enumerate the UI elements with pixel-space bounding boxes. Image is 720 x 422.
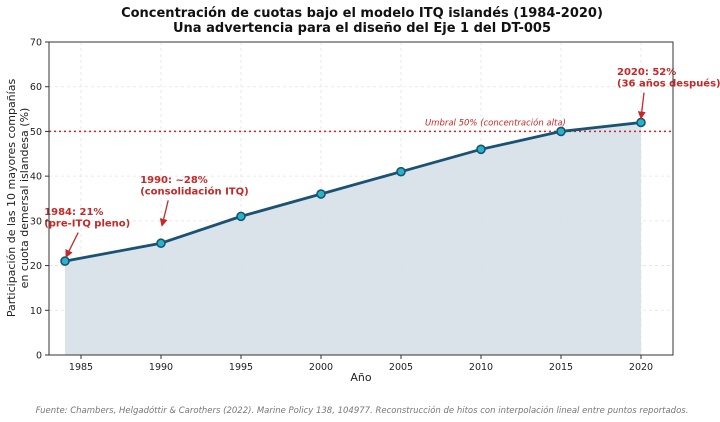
y-axis-label-line-1: Participación de las 10 mayores compañía…: [5, 79, 18, 318]
y-tick-label: 20: [30, 261, 42, 272]
y-tick-label: 30: [30, 216, 42, 227]
data-point: [236, 211, 246, 222]
annotation-text: 1984: 21%: [44, 207, 103, 218]
data-point: [636, 117, 646, 128]
x-axis-label: Año: [350, 371, 371, 384]
annotation-text: (consolidación ITQ): [140, 185, 249, 197]
y-tick-label: 40: [30, 172, 42, 183]
y-axis-label-line-2: en cuota demersal islandesa (%): [18, 108, 31, 289]
data-point: [60, 256, 70, 266]
y-tick-label: 0: [36, 351, 42, 362]
ticks-layer: 0 10 20 30 40 50 60 70 1985 1990 1995 2000 2005 2010 2…: [30, 38, 653, 374]
chart-subtitle: Una advertencia para el diseño del Eje 1…: [173, 21, 551, 36]
y-tick-label: 60: [30, 82, 42, 93]
data-point: [476, 144, 486, 155]
data-point: [316, 189, 326, 199]
y-tick-label: 70: [30, 38, 42, 49]
annotation-text: (pre-ITQ pleno): [44, 219, 130, 230]
x-tick-label: 2000: [309, 362, 333, 373]
data-point: [556, 126, 566, 137]
chart-title: Concentración de cuotas bajo el modelo I…: [121, 6, 603, 21]
annotation-arrow: [637, 92, 646, 120]
y-tick-label: 10: [30, 306, 42, 317]
x-tick-label: 1995: [229, 362, 253, 373]
x-tick-label: 2005: [389, 362, 413, 373]
x-tick-label: 2015: [549, 362, 573, 373]
data-point: [156, 238, 166, 249]
annotation-arrow: [65, 232, 79, 258]
series-line: [64, 121, 642, 263]
source-note: Fuente: Chambers, Helgadóttir & Carother…: [36, 405, 689, 416]
annotation-text: (36 años después): [617, 78, 720, 90]
annotations-layer: 1984: 21%(pre-ITQ pleno) 1990: ~28%(conso…: [44, 67, 720, 258]
points-layer: [60, 117, 646, 266]
annotation-arrow: [159, 200, 169, 227]
data-point: [396, 166, 406, 177]
x-tick-label: 2010: [469, 362, 493, 373]
area-fill: [65, 122, 641, 355]
x-tick-label: 1985: [69, 362, 93, 373]
x-tick-label: 2020: [629, 362, 653, 373]
annotation-text: 1990: ~28%: [140, 175, 208, 186]
annotation-text: 2020: 52%: [617, 67, 676, 78]
threshold-label: Umbral 50% (concentración alta): [425, 117, 566, 128]
y-tick-label: 50: [30, 127, 42, 138]
plot-frame: [48, 41, 674, 356]
x-tick-label: 1990: [149, 362, 173, 373]
